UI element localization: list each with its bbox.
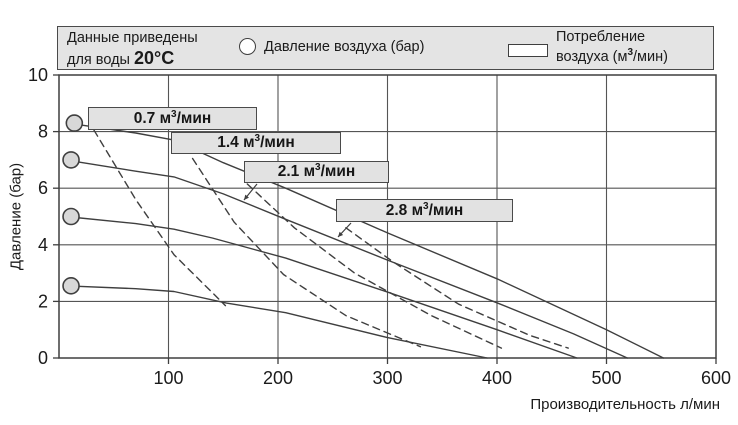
legend-air-pressure-label: Давление воздуха (бар) [264, 39, 425, 55]
legend-consumption-line2-post: /мин) [633, 48, 668, 65]
air-pressure-marker [62, 207, 80, 226]
pump-curve-4-curve [64, 285, 488, 359]
x-axis-title: Производительность л/мин [530, 396, 720, 413]
air-pressure-marker-icon [239, 38, 256, 55]
legend-note-line1: Данные приведены [67, 30, 198, 46]
x-tick-label: 500 [591, 368, 621, 388]
label-leader-arrowhead [338, 231, 344, 237]
legend-consumption-sup: 3 [627, 46, 634, 58]
curve-label-2.8: 2.8 м3/мин [336, 199, 513, 222]
air-consumption-2.8-curve [345, 227, 569, 349]
air-consumption-1.4-curve [191, 157, 422, 348]
chart-legend: Данные приведены для воды 20°C Давление … [57, 26, 714, 70]
legend-note-line2: для воды [67, 52, 134, 69]
legend-consumption-line2-pre: воздуха (м [556, 48, 628, 65]
air-pressure-marker [62, 277, 80, 295]
x-tick-label: 200 [263, 368, 293, 388]
y-tick-label: 0 [38, 348, 48, 368]
air-pressure-marker [62, 151, 80, 169]
pump-curve-2-curve [64, 159, 628, 359]
y-tick-label: 6 [38, 178, 48, 198]
legend-temperature: 20°C [134, 48, 175, 69]
curve-label-2.1: 2.1 м3/мин [244, 161, 389, 183]
air-consumption-2.1-curve [246, 183, 503, 349]
legend-consumption-line1: Потребление [556, 29, 646, 45]
legend-air-consumption-label: Потребление воздуха (м3/мин) [556, 29, 668, 66]
x-tick-label: 300 [372, 368, 402, 388]
x-tick-label: 600 [701, 368, 731, 388]
legend-note: Данные приведены для воды 20°C [67, 29, 198, 70]
x-tick-label: 400 [482, 368, 512, 388]
x-tick-label: 100 [153, 368, 183, 388]
y-tick-label: 4 [38, 235, 48, 255]
air-consumption-0.7-curve [93, 129, 227, 307]
y-tick-label: 2 [38, 291, 48, 311]
pump-curve-1-curve [67, 122, 665, 359]
y-tick-label: 8 [38, 122, 48, 142]
label-leader-arrowhead [244, 194, 249, 200]
air-consumption-swatch-icon [508, 44, 548, 57]
y-axis-title: Давление (бар) [7, 162, 25, 271]
pump-curve-3-curve [64, 215, 578, 359]
curve-label-0.7: 0.7 м3/мин [88, 107, 257, 130]
curve-label-1.4: 1.4 м3/мин [171, 132, 341, 154]
y-tick-label: 10 [28, 65, 48, 85]
air-pressure-marker [65, 114, 84, 132]
